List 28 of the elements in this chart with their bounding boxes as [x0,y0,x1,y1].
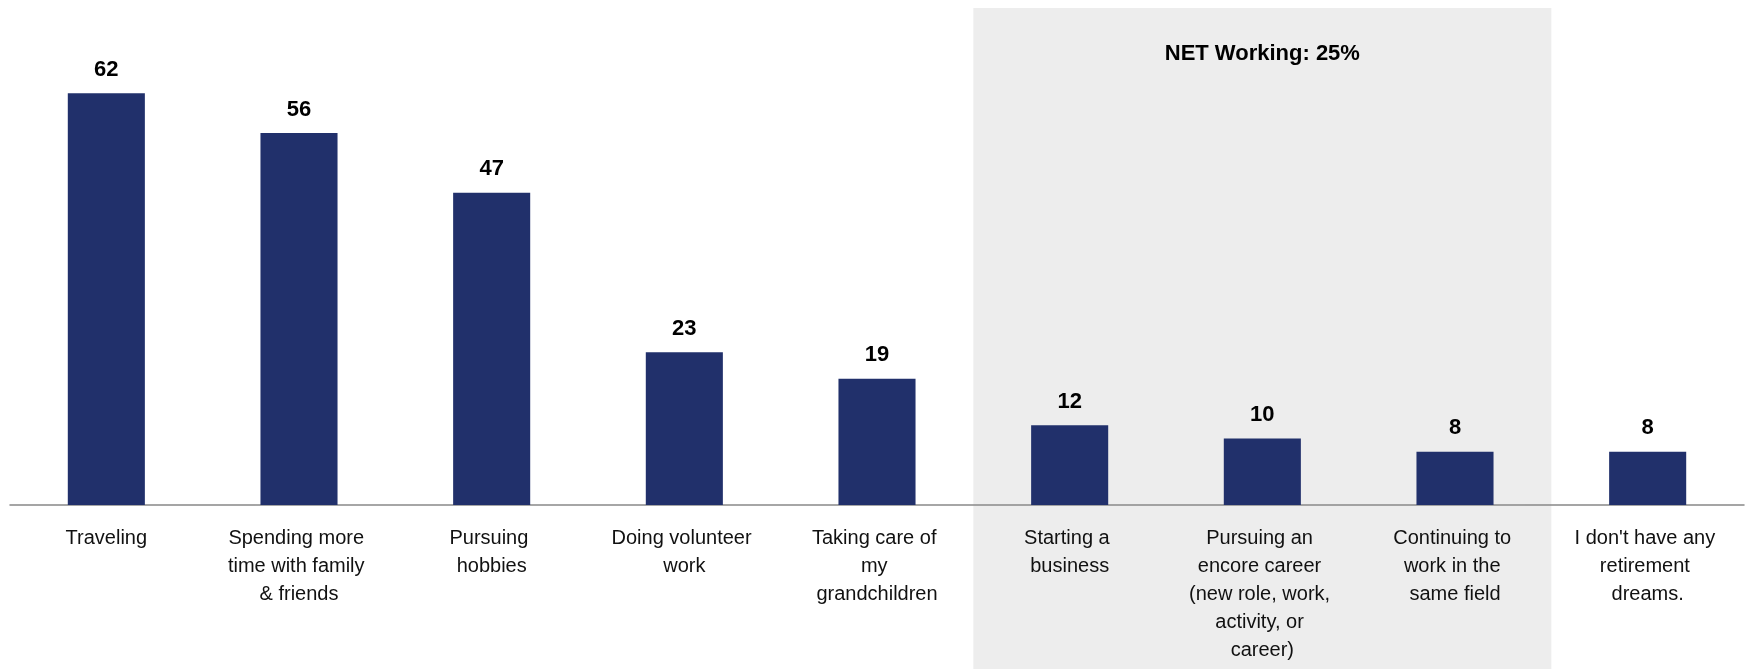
x-tick-label: Pursuing hobbies [449,526,534,576]
x-tick-label: Doing volunteer work [611,526,758,576]
data-label: 62 [94,55,119,81]
bar [645,352,723,505]
x-tick-label: Traveling [65,526,148,548]
x-tick-label: Continuing to work in the same field [1393,526,1517,604]
data-label: 47 [479,155,504,181]
bar [260,133,338,505]
data-label: 10 [1250,401,1275,427]
bar [838,378,916,505]
data-label: 12 [1057,387,1082,413]
data-label: 23 [672,314,697,340]
data-label: 8 [1448,414,1462,440]
x-tick-label: Taking care of my grandchildren [811,526,943,604]
bar [1223,438,1301,505]
x-tick-label: Starting a business [1024,526,1116,576]
data-label: 19 [864,341,890,367]
data-label: 8 [1641,414,1654,440]
bar [1609,451,1687,505]
bar [453,192,531,505]
bar [1031,425,1109,505]
bar [67,93,145,505]
band-label: NET Working: 25% [1164,39,1360,65]
x-tick-label: I don't have any retirement dreams. [1574,526,1721,604]
data-label: 56 [286,95,312,121]
bar [1416,451,1494,505]
x-tick-label: Pursuing an encore career (new role, work, activity, or career) [1188,526,1336,660]
x-tick-label: Spending more time with family & friends [227,526,371,604]
